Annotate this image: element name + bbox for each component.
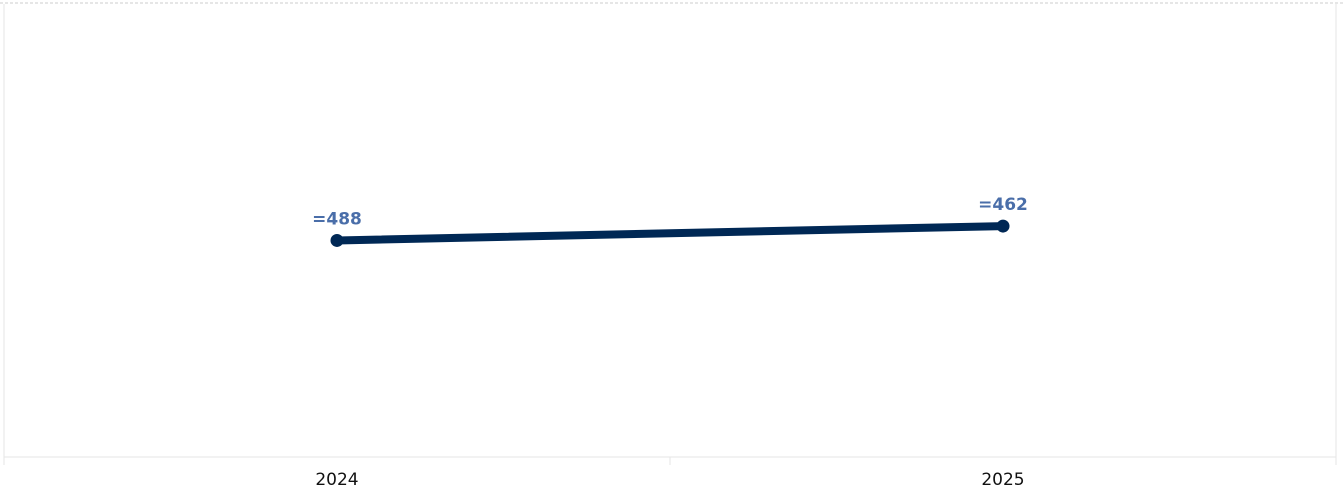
data-point-2025: [996, 219, 1010, 233]
data-point-2024: [330, 233, 344, 247]
data-label-2025: =462: [978, 195, 1028, 215]
x-tick-label-2025: 2025: [981, 470, 1024, 490]
x-axis: 2024 2025: [315, 470, 1024, 490]
data-labels: =488 =462: [312, 195, 1028, 229]
data-label-2024: =488: [312, 209, 362, 229]
x-tick-label-2024: 2024: [315, 470, 358, 490]
grid-lines: [3, 4, 1337, 465]
series-layer: [330, 219, 1010, 247]
series-line: [333, 222, 1007, 245]
